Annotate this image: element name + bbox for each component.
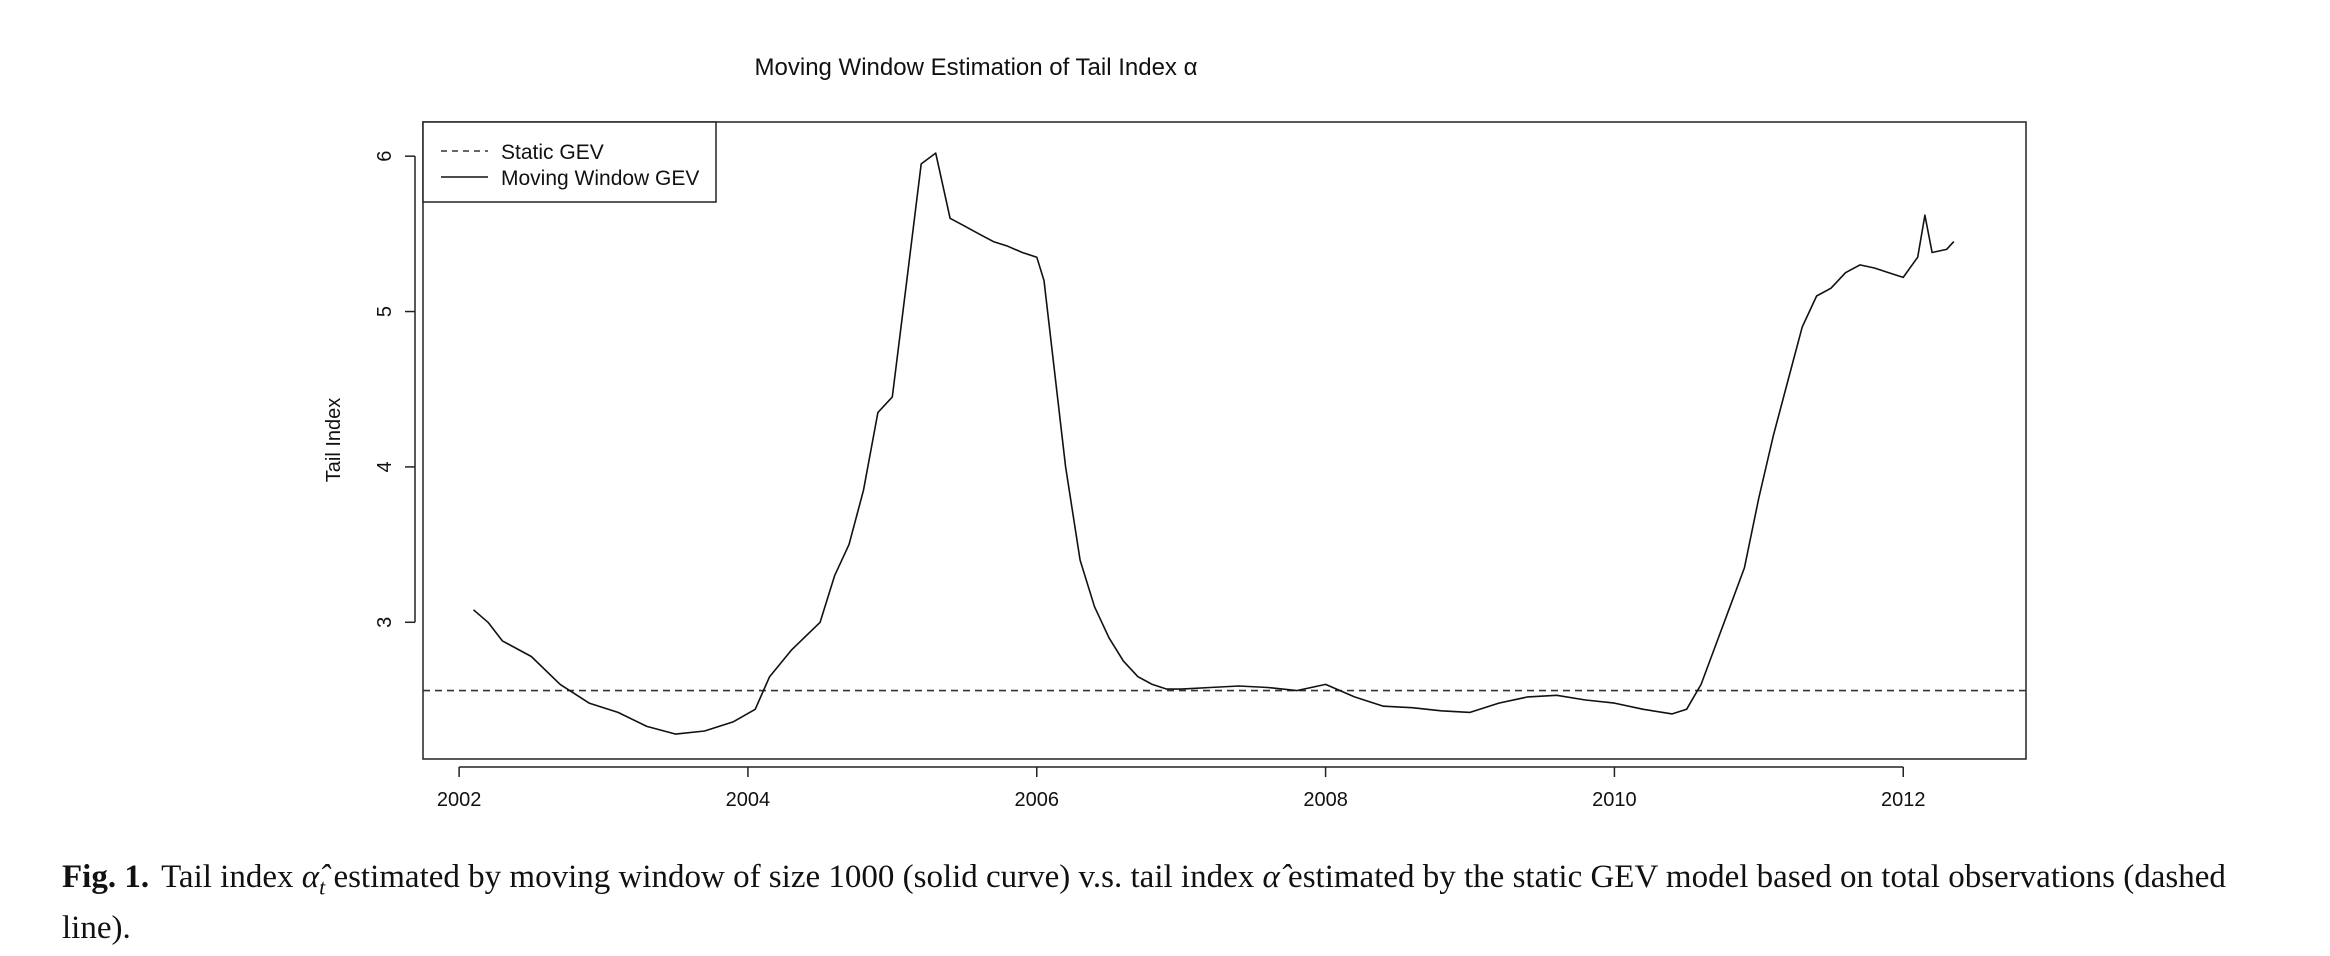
x-tick-label: 2010 xyxy=(1592,789,1637,811)
y-tick-label: 6 xyxy=(374,151,396,162)
x-tick-label: 2006 xyxy=(1015,789,1060,811)
legend-label-static-gev: Static GEV xyxy=(501,141,604,164)
x-tick-label: 2008 xyxy=(1303,789,1348,811)
x-axis: 2002 2004 2006 2008 2010 2012 xyxy=(437,766,1926,811)
x-tick-label: 2004 xyxy=(726,789,771,811)
caption-figure-label: Fig. 1. xyxy=(62,859,150,895)
legend: Static GEV Moving Window GEV xyxy=(422,121,717,203)
chart: Moving Window Estimation of Tail Index α… xyxy=(323,54,2027,811)
x-tick-label: 2002 xyxy=(437,789,482,811)
caption-text-3: estimated by the static GEV model based … xyxy=(62,859,2226,946)
caption-text-1: Tail index xyxy=(161,859,302,895)
figure-caption: Fig. 1. Tail index α̂t estimated by movin… xyxy=(62,857,2302,949)
y-axis-label: Tail Index xyxy=(323,398,345,483)
y-tick-label: 4 xyxy=(374,461,396,472)
caption-alpha-subscript: t xyxy=(319,874,326,900)
series-layer xyxy=(423,152,2026,735)
y-tick-label: 5 xyxy=(374,306,396,317)
legend-label-moving-window-gev: Moving Window GEV xyxy=(501,167,699,190)
caption-text-2: estimated by moving window of size 1000 … xyxy=(325,859,1263,895)
caption-alpha-hat-2: α̂ xyxy=(1262,859,1280,895)
moving-window-gev-line xyxy=(472,152,1955,735)
chart-title: Moving Window Estimation of Tail Index α xyxy=(755,54,1198,81)
plot-area-border xyxy=(422,121,2027,760)
caption-alpha-hat: α̂ xyxy=(301,859,320,895)
y-axis: 3 4 5 6 xyxy=(374,151,416,628)
x-tick-label: 2012 xyxy=(1881,789,1926,811)
y-tick-label: 3 xyxy=(374,617,396,628)
legend-box xyxy=(422,121,717,203)
